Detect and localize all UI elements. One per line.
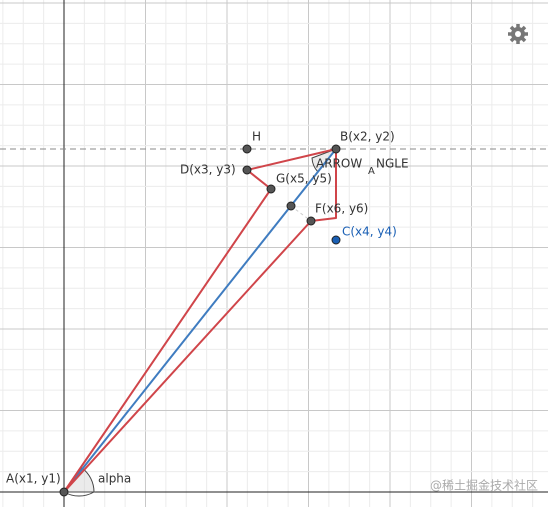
point-label: H <box>252 130 261 144</box>
point[interactable] <box>286 201 296 211</box>
angle-label: alpha <box>98 472 131 486</box>
watermark: @稀土掘金技术社区 <box>430 478 538 493</box>
point-label: F(x6, y6) <box>315 202 368 216</box>
point[interactable] <box>242 144 252 154</box>
point-label: G(x5, y5) <box>276 172 332 186</box>
point-label: B(x2, y2) <box>340 130 395 144</box>
point-label: A(x1, y1) <box>6 472 61 486</box>
point[interactable] <box>331 144 341 154</box>
angle-label: NGLE <box>376 157 409 171</box>
point-label: D(x3, y3) <box>180 163 236 177</box>
point-label: C(x4, y4) <box>342 225 397 239</box>
angle-label-subscript: A <box>368 166 375 177</box>
point[interactable] <box>242 165 252 175</box>
angle-arc <box>62 491 96 497</box>
angle-label: ARROW <box>316 157 362 171</box>
settings-icon[interactable] <box>508 24 528 44</box>
point[interactable] <box>331 235 341 245</box>
point[interactable] <box>59 487 69 497</box>
point[interactable] <box>306 216 316 226</box>
point[interactable] <box>266 184 276 194</box>
